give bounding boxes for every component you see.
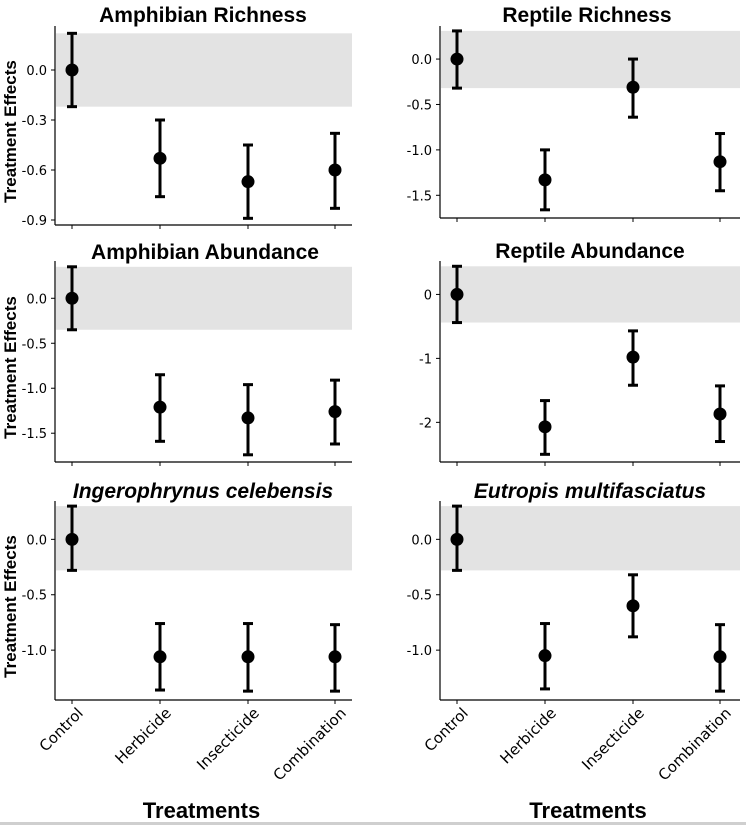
y-tick-label: -1 bbox=[419, 352, 432, 367]
y-tick-label: -1.0 bbox=[22, 644, 47, 659]
y-axis-title: Treatment Effects bbox=[1, 296, 20, 439]
x-tick-label: Insecticide bbox=[193, 704, 263, 774]
point-herbicide bbox=[538, 649, 552, 663]
panel-title: Eutropis multifasciatus bbox=[474, 480, 706, 503]
y-tick-label: -1.5 bbox=[22, 427, 47, 442]
point-control bbox=[65, 532, 79, 546]
point-herbicide bbox=[153, 400, 167, 414]
y-tick-label: 0.0 bbox=[26, 533, 47, 548]
point-insecticide bbox=[241, 650, 255, 664]
y-tick-label: -0.5 bbox=[407, 589, 432, 604]
point-combination bbox=[328, 650, 342, 664]
y-tick-label: -0.3 bbox=[22, 114, 47, 129]
y-tick-label: -1.0 bbox=[407, 644, 432, 659]
y-tick-label: -0.6 bbox=[22, 164, 47, 179]
control-interval-band bbox=[56, 506, 352, 571]
y-tick-label: -0.9 bbox=[22, 214, 47, 229]
control-interval-band bbox=[56, 33, 352, 107]
panel-title: Reptile Richness bbox=[502, 4, 671, 27]
point-insecticide bbox=[241, 175, 255, 189]
y-tick-label: -1.0 bbox=[407, 144, 432, 159]
panel-2: 0.0 -0.5 -1.0 -1.5 Reptile Richness bbox=[407, 4, 740, 222]
point-herbicide bbox=[153, 151, 167, 165]
point-insecticide bbox=[241, 411, 255, 425]
y-tick-label: 0.0 bbox=[26, 292, 47, 307]
point-insecticide bbox=[626, 350, 640, 364]
y-tick-label: -0.5 bbox=[407, 98, 432, 113]
control-interval-band bbox=[56, 266, 352, 330]
control-interval-band bbox=[441, 266, 740, 323]
panel-title: Ingerophrynus celebensis bbox=[73, 480, 333, 503]
x-tick-label: Herbicide bbox=[112, 704, 175, 767]
x-tick-label: Combination bbox=[655, 704, 735, 784]
panel-6: 0.0 -0.5 -1.0 Eutropis multifasciatus Contro… bbox=[407, 480, 740, 823]
y-tick-label: 0.0 bbox=[411, 533, 432, 548]
bottom-divider bbox=[0, 822, 746, 825]
y-axis-title: Treatment Effects bbox=[1, 60, 20, 203]
x-tick-label: Control bbox=[421, 704, 472, 755]
x-axis-title: Treatments bbox=[529, 798, 646, 823]
y-tick-label: -1.0 bbox=[22, 382, 47, 397]
y-tick-label: 0.0 bbox=[26, 64, 47, 79]
control-interval-band bbox=[441, 506, 740, 571]
point-combination bbox=[328, 405, 342, 419]
panel-3: 0.0 -0.5 -1.0 -1.5 Amphibian Abundance Treatm… bbox=[1, 241, 352, 466]
x-tick-label: Insecticide bbox=[578, 704, 648, 774]
point-combination bbox=[713, 155, 727, 169]
point-control bbox=[450, 532, 464, 546]
point-control bbox=[65, 291, 79, 305]
panel-title: Amphibian Richness bbox=[99, 4, 307, 27]
y-tick-label: 0 bbox=[424, 288, 432, 303]
x-tick-label: Control bbox=[36, 704, 87, 755]
y-tick-label: -2 bbox=[419, 416, 432, 431]
panel-5: 0.0 -0.5 -1.0 Ingerophrynus celebensis Treat… bbox=[1, 480, 352, 823]
point-control bbox=[65, 63, 79, 77]
y-tick-label: -1.5 bbox=[407, 189, 432, 204]
y-tick-label: -0.5 bbox=[22, 589, 47, 604]
point-control bbox=[450, 287, 464, 301]
point-control bbox=[450, 52, 464, 66]
control-interval-band bbox=[441, 30, 740, 89]
y-tick-label: 0.0 bbox=[411, 53, 432, 68]
panel-1: 0.0 -0.3 -0.6 -0.9 Amphibian Richness Treatme… bbox=[1, 4, 352, 229]
x-tick-label: Herbicide bbox=[497, 704, 560, 767]
point-combination bbox=[328, 163, 342, 177]
point-insecticide bbox=[626, 80, 640, 94]
point-herbicide bbox=[153, 650, 167, 664]
point-combination bbox=[713, 407, 727, 421]
x-tick-label: Combination bbox=[270, 704, 350, 784]
panel-4: 0 -1 -2 Reptile Abundance bbox=[419, 240, 740, 466]
point-combination bbox=[713, 650, 727, 664]
point-herbicide bbox=[538, 420, 552, 434]
y-axis-title: Treatment Effects bbox=[1, 535, 20, 678]
x-axis-title: Treatments bbox=[143, 798, 260, 823]
point-insecticide bbox=[626, 599, 640, 613]
y-tick-label: -0.5 bbox=[22, 337, 47, 352]
panel-title: Amphibian Abundance bbox=[91, 241, 319, 264]
point-herbicide bbox=[538, 173, 552, 187]
panel-title: Reptile Abundance bbox=[495, 240, 684, 263]
